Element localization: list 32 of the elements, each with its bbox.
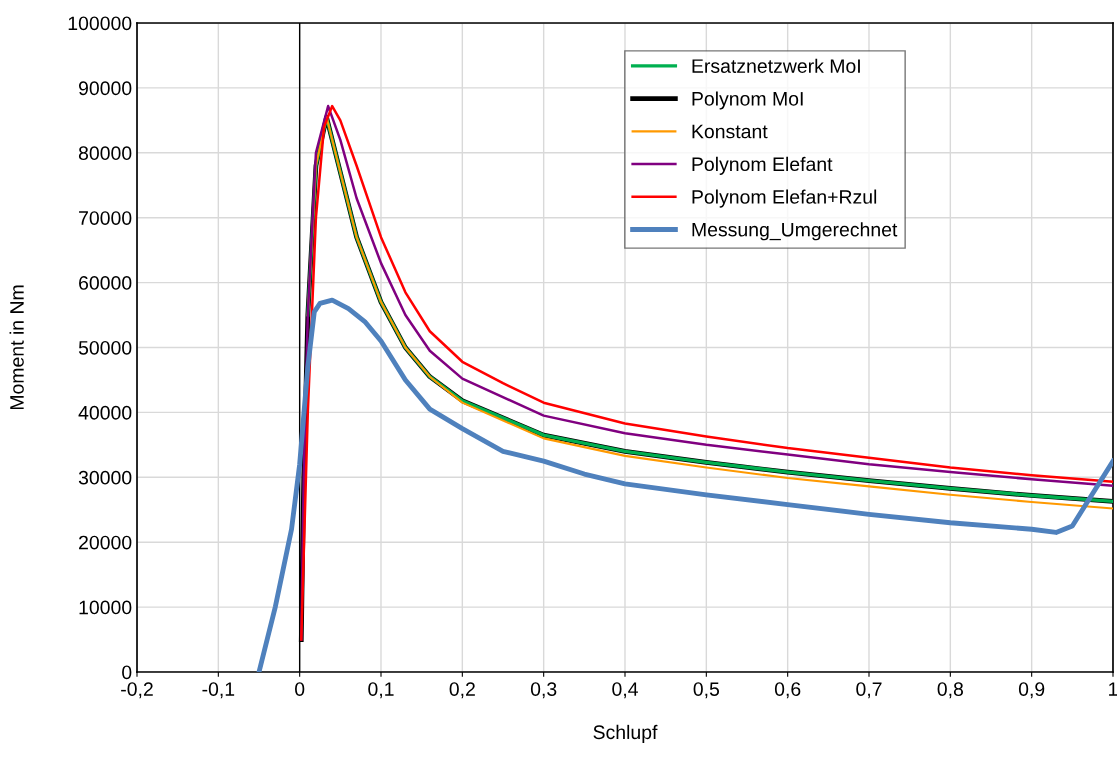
y-tick-label: 100000 [68, 16, 132, 31]
y-tick-label: 0 [122, 665, 132, 680]
y-tick-label: 10000 [79, 600, 132, 615]
y-tick-label: 60000 [79, 276, 132, 290]
x-tick-label: 1 [1109, 682, 1117, 696]
y-tick-label: 80000 [78, 146, 132, 161]
legend-label: Ersatznetzwerk MoI [692, 58, 860, 73]
x-axis-title: Schlupf [593, 724, 658, 743]
y-tick-label: 50000 [78, 340, 132, 355]
x-tick-label: 0,9 [1018, 682, 1045, 699]
x-tick-label: 0,7 [856, 682, 882, 699]
y-tick-label: 90000 [78, 81, 132, 96]
legend-label: Polynom Elefan+Rzul [692, 189, 877, 208]
y-tick-label: 30000 [78, 470, 132, 485]
x-tick-label: 0,5 [693, 682, 720, 699]
legend-label: Polynom Elefant [692, 156, 833, 175]
x-tick-label: 0,4 [612, 682, 638, 699]
x-tick-label: -0,1 [202, 682, 235, 699]
y-tick-label: 70000 [79, 211, 132, 225]
y-axis-title: Moment in Nm [9, 285, 24, 410]
x-tick-label: 0,8 [937, 682, 963, 699]
x-tick-label: 0 [295, 682, 305, 696]
legend-label: Polynom MoI [692, 91, 803, 110]
y-tick-label: 40000 [78, 405, 132, 420]
x-tick-label: 0,6 [774, 682, 801, 699]
legend-label: Konstant [692, 124, 768, 139]
y-tick-label: 20000 [79, 535, 132, 550]
x-tick-label: -0,2 [121, 682, 153, 699]
x-tick-label: 0,3 [530, 682, 557, 699]
legend-label: Messung_Umgerechnet [692, 222, 898, 241]
x-tick-label: 0,1 [368, 682, 394, 699]
x-tick-label: 0,2 [449, 682, 475, 699]
